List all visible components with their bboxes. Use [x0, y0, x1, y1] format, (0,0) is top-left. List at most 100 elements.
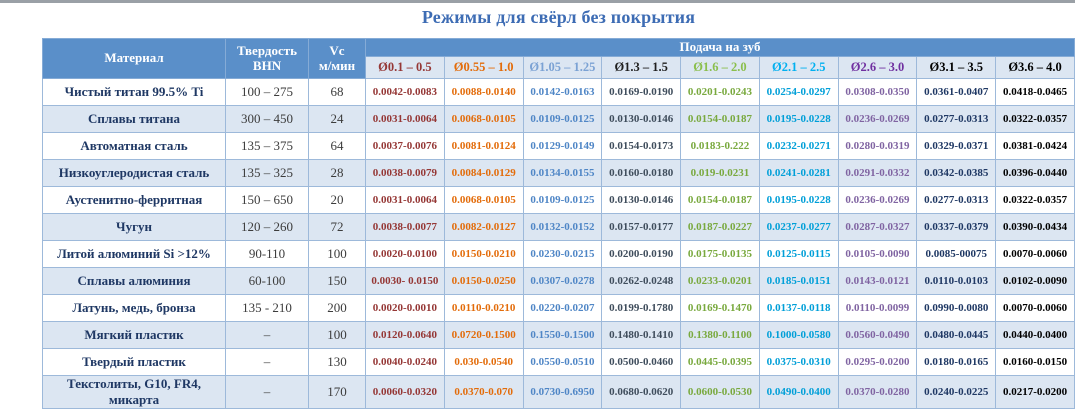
table-row: Литой алюминий Si >12% 90-110 100 0.0020-0.… — [42, 240, 1075, 268]
column-header-diameter-9: Ø3.6 – 4.0 — [995, 56, 1075, 79]
vc-cell: 68 — [308, 78, 366, 106]
feed-cell: 0.0130-0.0146 — [601, 186, 682, 214]
feed-cell: 0.0237-0.0277 — [758, 213, 839, 241]
feed-cell: 0.0082-0.0127 — [443, 213, 524, 241]
column-header-diameter-2: Ø0.55 – 1.0 — [443, 56, 524, 79]
feed-cell: 0.0187-0.0227 — [680, 213, 760, 241]
table-row: Чугун 120 – 260 72 0.0038-0.0077 0.0082-0.01… — [42, 213, 1075, 241]
material-cell: Мягкий пластик — [42, 321, 226, 349]
hardness-cell: 60-100 — [225, 267, 309, 295]
feed-cell: 0.0134-0.0155 — [522, 159, 603, 187]
feed-cell: 0.0680-0.0620 — [601, 375, 682, 409]
drill-modes-table: Материал Твердость BHN Vc м/мин Подача н… — [42, 38, 1075, 409]
feed-cell: 0.0169-0.0190 — [601, 78, 682, 106]
hardness-cell: 300 – 450 — [225, 105, 309, 133]
column-header-diameter-5: Ø1.6 – 2.0 — [680, 56, 760, 79]
material-cell: Литой алюминий Si >12% — [42, 240, 226, 268]
table-row: Сплавы титана 300 – 450 24 0.0031-0.0064 0.0… — [42, 105, 1075, 133]
feed-cell: 0.0038-0.0079 — [365, 159, 445, 187]
hardness-cell: 135 - 210 — [225, 294, 309, 322]
feed-cell: 0.0390-0.0434 — [995, 213, 1075, 241]
vc-cell: 170 — [308, 375, 366, 409]
column-header-diameter-7: Ø2.6 – 3.0 — [837, 56, 918, 79]
column-header-hardness: Твердость BHN — [225, 38, 309, 79]
top-divider — [0, 0, 1075, 3]
feed-cell: 0.0342-0.0385 — [916, 159, 997, 187]
hardness-label-line2: BHN — [252, 57, 282, 73]
feed-cell: 0.1480-0.1410 — [601, 321, 682, 349]
material-cell: Твердый пластик — [42, 348, 226, 376]
feed-cell: 0.0370-0.070 — [443, 375, 524, 409]
feed-cell: 0.0220-0.0207 — [522, 294, 603, 322]
material-cell: Автоматная сталь — [42, 132, 226, 160]
feed-cell: 0.0068-0.0105 — [443, 105, 524, 133]
vc-label-line1: Vc — [329, 42, 345, 58]
table-row: Сплавы алюминия 60-100 150 0.0030- 0.0150 0.… — [42, 267, 1075, 295]
feed-cell: 0.0480-0.0445 — [916, 321, 997, 349]
feed-cell: 0.0143-0.0121 — [837, 267, 918, 295]
feed-cell: 0.0329-0.0371 — [916, 132, 997, 160]
feed-cell: 0.0375-0.0310 — [758, 348, 839, 376]
feed-cell: 0.0322-0.0357 — [995, 186, 1075, 214]
feed-cell: 0.0240-0.0225 — [916, 375, 997, 409]
feed-cell: 0.0230-0.0215 — [522, 240, 603, 268]
feed-cell: 0.0160-0.0150 — [995, 348, 1075, 376]
hardness-cell: – — [225, 321, 309, 349]
feed-cell: 0.0042-0.0083 — [365, 78, 445, 106]
feed-cell: 0.0445-0.0395 — [680, 348, 760, 376]
feed-cell: 0.0068-0.0105 — [443, 186, 524, 214]
feed-cell: 0.0129-0.0149 — [522, 132, 603, 160]
column-header-diameter-8: Ø3.1 – 3.5 — [916, 56, 997, 79]
feed-cell: 0.0730-0.6950 — [522, 375, 603, 409]
feed-cell: 0.0142-0.0163 — [522, 78, 603, 106]
feed-cell: 0.0110-0.0210 — [443, 294, 524, 322]
feed-cell: 0.0175-0.0135 — [680, 240, 760, 268]
feed-cell: 0.0440-0.0400 — [995, 321, 1075, 349]
diameter-header-row: Ø0.1 – 0.5 Ø0.55 – 1.0 Ø1.05 – 1.25 Ø1.3 – … — [43, 56, 1075, 79]
hardness-label-line1: Твердость — [237, 42, 297, 58]
table-row: Латунь, медь, бронза 135 - 210 200 0.0020-0… — [42, 294, 1075, 322]
table-row: Низкоуглеродистая сталь 135 – 325 28 0.0038… — [42, 159, 1075, 187]
vc-label-line2: м/мин — [318, 57, 356, 73]
vc-cell: 200 — [308, 294, 366, 322]
feed-cell: 0.0081-0.0124 — [443, 132, 524, 160]
feed-cell: 0.0102-0.0090 — [995, 267, 1075, 295]
feed-cell: 0.0232-0.0271 — [758, 132, 839, 160]
table-body: Чистый титан 99.5% Ti 100 – 275 68 0.0042-0… — [42, 78, 1075, 409]
column-header-diameter-1: Ø0.1 – 0.5 — [365, 56, 445, 79]
feed-cell: 0.0337-0.0379 — [916, 213, 997, 241]
feed-cell: 0.0550-0.0510 — [522, 348, 603, 376]
feed-cell: 0.0217-0.0200 — [995, 375, 1075, 409]
feed-cell: 0.0322-0.0357 — [995, 105, 1075, 133]
column-header-diameter-3: Ø1.05 – 1.25 — [522, 56, 603, 79]
feed-cell: 0.0600-0.0530 — [680, 375, 760, 409]
material-cell: Чистый титан 99.5% Ti — [42, 78, 226, 106]
table-row: Мягкий пластик –100 0.0120-0.0640 0.0720-0.… — [42, 321, 1075, 349]
hardness-cell: 120 – 260 — [225, 213, 309, 241]
hardness-cell: 90-110 — [225, 240, 309, 268]
feed-cell: 0.0037-0.0076 — [365, 132, 445, 160]
feed-cell: 0.0154-0.0187 — [680, 186, 760, 214]
feed-cell: 0.0183-0.222 — [680, 132, 760, 160]
vc-cell: 100 — [308, 240, 366, 268]
feed-cell: 0.0120-0.0640 — [365, 321, 445, 349]
feed-cell: 0.0084-0.0129 — [443, 159, 524, 187]
feed-cell: 0.0361-0.0407 — [916, 78, 997, 106]
feed-cell: 0.0370-0.0280 — [837, 375, 918, 409]
feed-cell: 0.0038-0.0077 — [365, 213, 445, 241]
feed-cell: 0.0291-0.0332 — [837, 159, 918, 187]
feed-cell: 0.0236-0.0269 — [837, 105, 918, 133]
page-title: Режимы для свёрл без покрытия — [421, 7, 696, 27]
feed-cell: 0.030-0.0540 — [443, 348, 524, 376]
hardness-cell: 135 – 375 — [225, 132, 309, 160]
feed-cell: 0.0169-0.1470 — [680, 294, 760, 322]
material-cell: Текстолиты, G10, FR4, микарта — [42, 375, 226, 409]
feed-cell: 0.0233-0.0201 — [680, 267, 760, 295]
feed-cell: 0.0418-0.0465 — [995, 78, 1075, 106]
feed-cell: 0.0030- 0.0150 — [365, 267, 445, 295]
material-cell: Латунь, медь, бронза — [42, 294, 226, 322]
feed-cell: 0.0307-0.0278 — [522, 267, 603, 295]
feed-cell: 0.0201-0.0243 — [680, 78, 760, 106]
table-row: Текстолиты, G10, FR4, микарта –170 0.0060-… — [42, 375, 1075, 409]
feed-cell: 0.0085-00075 — [916, 240, 997, 268]
